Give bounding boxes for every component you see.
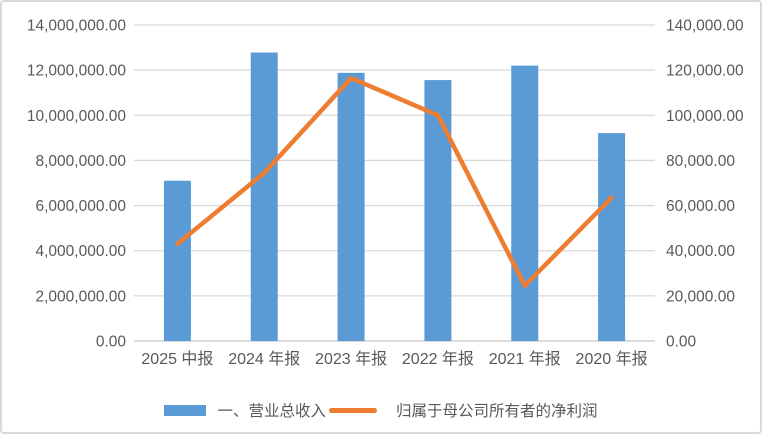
- legend: 一、营业总收入 归属于母公司所有者的净利润: [2, 397, 760, 423]
- svg-text:2,000,000.00: 2,000,000.00: [35, 288, 126, 305]
- legend-bar-label: 一、营业总收入: [217, 403, 326, 420]
- svg-text:2024 年报: 2024 年报: [228, 350, 300, 368]
- svg-text:4,000,000.00: 4,000,000.00: [35, 243, 126, 260]
- svg-text:2025 中报: 2025 中报: [141, 350, 213, 368]
- svg-text:8,000,000.00: 8,000,000.00: [35, 153, 126, 170]
- svg-text:12,000,000.00: 12,000,000.00: [27, 63, 127, 80]
- svg-text:120,000.00: 120,000.00: [666, 63, 744, 80]
- legend-line-swatch-icon: [329, 407, 377, 413]
- svg-text:0.00: 0.00: [666, 334, 697, 351]
- svg-text:80,000.00: 80,000.00: [666, 153, 735, 170]
- svg-text:2023 年报: 2023 年报: [315, 350, 387, 368]
- svg-text:2020 年报: 2020 年报: [576, 350, 648, 368]
- svg-text:20,000.00: 20,000.00: [666, 288, 735, 305]
- svg-text:140,000.00: 140,000.00: [666, 18, 744, 35]
- legend-line-label: 归属于母公司所有者的净利润: [396, 403, 598, 420]
- legend-bar-swatch-icon: [164, 404, 207, 416]
- svg-text:6,000,000.00: 6,000,000.00: [35, 198, 126, 215]
- svg-text:60,000.00: 60,000.00: [666, 198, 735, 215]
- svg-text:10,000,000.00: 10,000,000.00: [27, 108, 127, 125]
- svg-text:100,000.00: 100,000.00: [666, 108, 744, 125]
- svg-text:2021 年报: 2021 年报: [489, 350, 561, 368]
- svg-text:14,000,000.00: 14,000,000.00: [27, 18, 127, 35]
- svg-text:40,000.00: 40,000.00: [666, 243, 735, 260]
- svg-text:2022 年报: 2022 年报: [402, 350, 474, 368]
- svg-text:0.00: 0.00: [96, 334, 127, 351]
